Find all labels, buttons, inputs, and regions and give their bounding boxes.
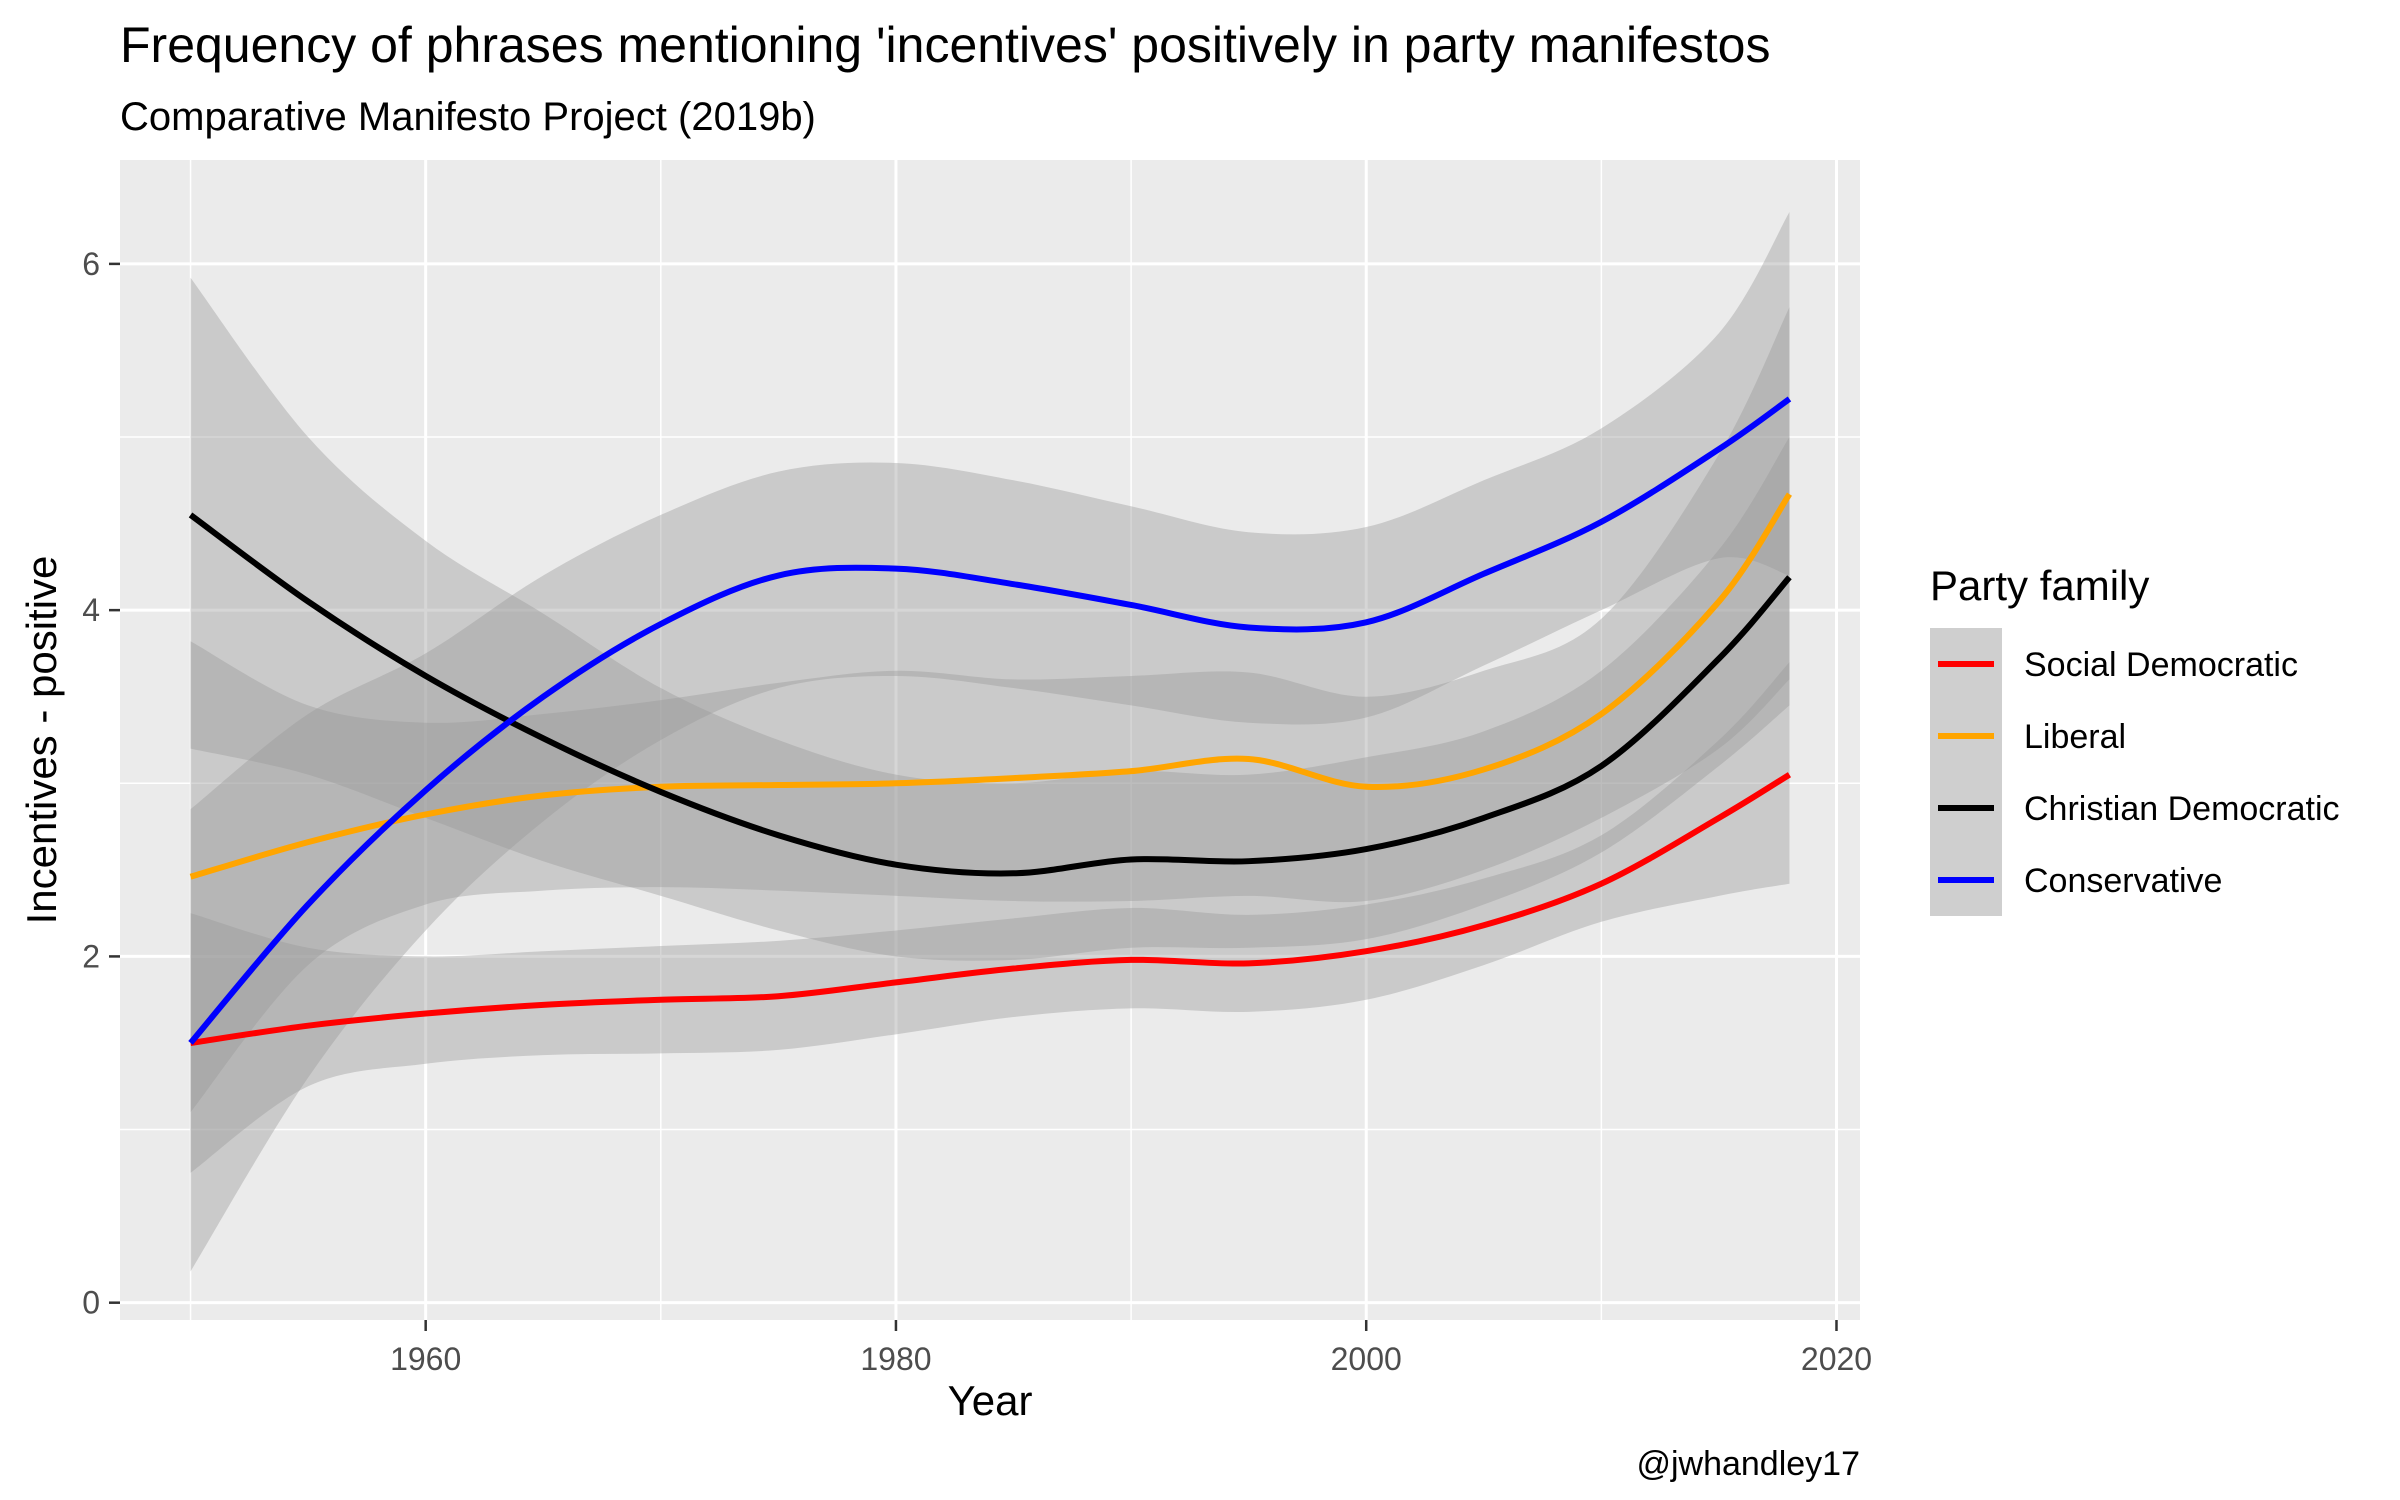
- x-axis-ticks: 1960 1980 2000 2020: [390, 1320, 1872, 1377]
- x-tick-label: 2020: [1801, 1341, 1872, 1377]
- plot-panel: [120, 160, 1860, 1320]
- series-line-conservative: [188, 396, 1792, 1045]
- legend-label-liberal: Liberal: [2024, 718, 2126, 756]
- y-tick-label: 4: [82, 592, 100, 628]
- legend: Party family Social Democratic Liberal Chr…: [1930, 562, 2340, 916]
- caption: @jwhandley17: [1636, 1445, 1860, 1483]
- series-line-liberal: [189, 492, 1792, 880]
- series-line-christian-democratic: [188, 512, 1792, 877]
- chart-subtitle: Comparative Manifesto Project (2019b): [120, 95, 816, 139]
- confidence-band-conservative: [190, 211, 1790, 1272]
- x-tick-label: 1980: [860, 1341, 931, 1377]
- y-axis-ticks: 0 2 4 6: [82, 246, 120, 1321]
- confidence-band-social-democratic: [190, 662, 1790, 1173]
- legend-label-social-democratic: Social Democratic: [2024, 646, 2298, 684]
- legend-label-christian-democratic: Christian Democratic: [2024, 790, 2340, 828]
- x-tick-label: 2000: [1331, 1341, 1402, 1377]
- x-axis-title: Year: [948, 1377, 1033, 1424]
- y-tick-label: 6: [82, 246, 100, 282]
- series-lines: [188, 396, 1792, 1046]
- chart-title: Frequency of phrases mentioning 'incenti…: [120, 17, 1770, 73]
- legend-title: Party family: [1930, 562, 2149, 609]
- confidence-band-liberal: [190, 307, 1790, 1113]
- series-line-social-democratic: [190, 772, 1792, 1046]
- legend-key-background: [1930, 628, 2002, 916]
- y-axis-title: Incentives - positive: [18, 556, 65, 925]
- grid-major: [120, 160, 1860, 1320]
- legend-label-conservative: Conservative: [2024, 862, 2222, 900]
- x-tick-label: 1960: [390, 1341, 461, 1377]
- y-tick-label: 2: [82, 938, 100, 974]
- y-tick-label: 0: [82, 1285, 100, 1321]
